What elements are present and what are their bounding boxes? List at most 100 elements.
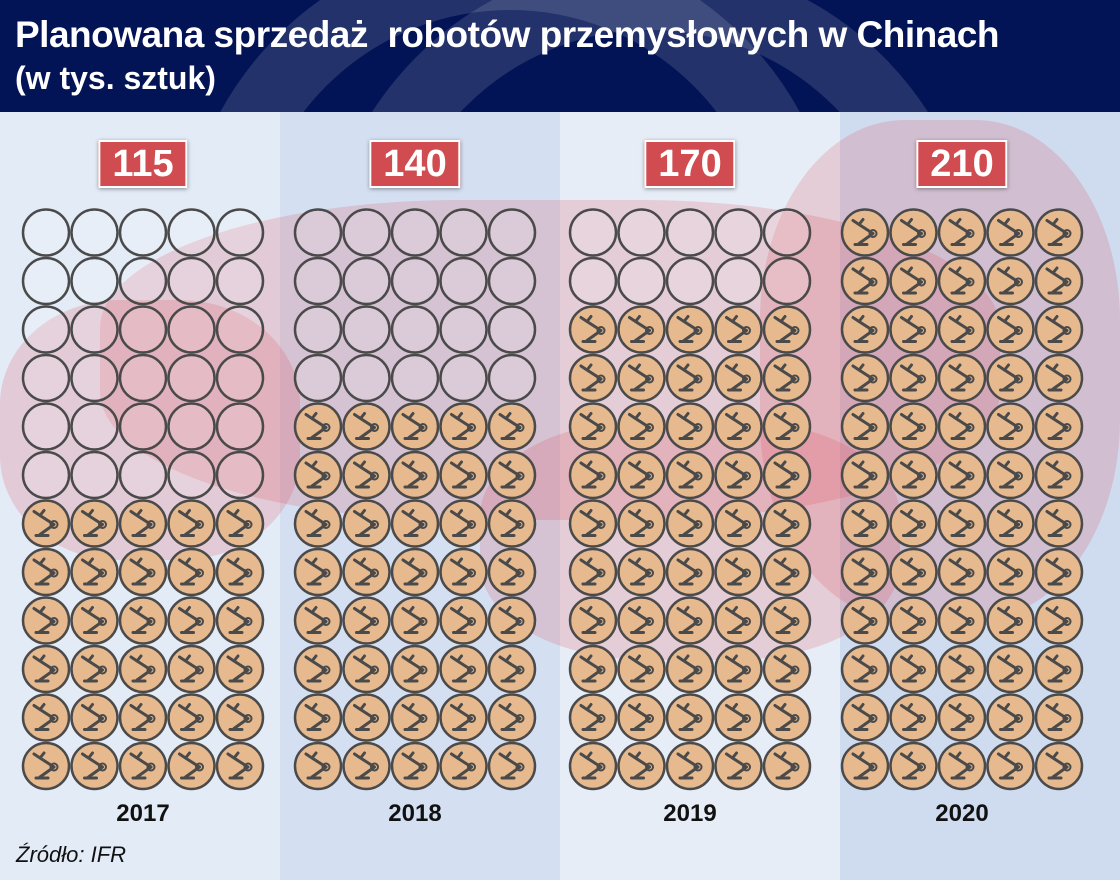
robot-icon bbox=[439, 402, 488, 451]
robot-icon bbox=[617, 402, 666, 451]
robot-icon bbox=[986, 741, 1035, 791]
robot-icon bbox=[986, 402, 1035, 451]
robot-icon bbox=[762, 596, 812, 645]
empty-icon-slot bbox=[70, 208, 119, 257]
robot-icon bbox=[714, 547, 763, 597]
empty-icon-slot bbox=[293, 305, 343, 354]
empty-icon-slot bbox=[118, 305, 168, 354]
robot-icon bbox=[889, 741, 938, 791]
empty-icon-slot bbox=[568, 208, 618, 257]
empty-icon-slot bbox=[762, 208, 812, 257]
robot-icon bbox=[986, 208, 1035, 257]
empty-icon-slot bbox=[342, 208, 391, 257]
robot-icon bbox=[714, 305, 763, 354]
robot-icon bbox=[1034, 450, 1084, 500]
empty-icon-slot bbox=[215, 402, 265, 451]
robot-icon bbox=[762, 547, 812, 597]
robot-icon bbox=[70, 499, 119, 548]
robot-icon bbox=[70, 596, 119, 645]
source-note: Źródło: IFR bbox=[16, 842, 127, 867]
robot-icon bbox=[1034, 596, 1084, 645]
empty-icon-slot bbox=[390, 256, 440, 306]
empty-icon-slot bbox=[487, 256, 537, 306]
robot-icon bbox=[889, 305, 938, 354]
robot-icon bbox=[986, 693, 1035, 742]
robot-icon bbox=[487, 547, 537, 597]
robot-icon bbox=[665, 741, 715, 791]
empty-icon-slot bbox=[21, 450, 71, 500]
robot-icon bbox=[439, 547, 488, 597]
empty-icon-slot bbox=[167, 353, 216, 403]
empty-icon-slot bbox=[70, 402, 119, 451]
robot-icon bbox=[714, 450, 763, 500]
robot-icon bbox=[1034, 693, 1084, 742]
robot-icon bbox=[665, 450, 715, 500]
empty-icon-slot bbox=[21, 353, 71, 403]
robot-icon bbox=[487, 596, 537, 645]
robot-icon bbox=[215, 644, 265, 694]
robot-icon bbox=[840, 450, 890, 500]
robot-icon bbox=[167, 499, 216, 548]
empty-icon-slot bbox=[215, 256, 265, 306]
robot-icon bbox=[840, 741, 890, 791]
robot-icon bbox=[1034, 402, 1084, 451]
robot-icon bbox=[293, 693, 343, 742]
chart-subtitle: (w tys. sztuk) bbox=[15, 60, 216, 96]
robot-icon bbox=[617, 353, 666, 403]
robot-icon bbox=[889, 402, 938, 451]
robot-icon bbox=[439, 450, 488, 500]
robot-icon bbox=[118, 644, 168, 694]
empty-icon-slot bbox=[118, 450, 168, 500]
empty-icon-slot bbox=[167, 305, 216, 354]
robot-icon bbox=[1034, 547, 1084, 597]
robot-icon bbox=[568, 693, 618, 742]
robot-icon bbox=[21, 596, 71, 645]
robot-icon bbox=[714, 693, 763, 742]
robot-icon bbox=[487, 693, 537, 742]
empty-icon-slot bbox=[167, 450, 216, 500]
robot-icon bbox=[439, 741, 488, 791]
robot-icon bbox=[167, 741, 216, 791]
value-label-2020: 210 bbox=[916, 140, 1008, 188]
robot-icon bbox=[762, 741, 812, 791]
robot-icon bbox=[617, 305, 666, 354]
robot-icon bbox=[617, 450, 666, 500]
robot-icon bbox=[568, 353, 618, 403]
robot-icon bbox=[762, 402, 812, 451]
empty-icon-slot bbox=[70, 256, 119, 306]
robot-icon bbox=[568, 305, 618, 354]
robot-icon bbox=[568, 450, 618, 500]
robot-icon bbox=[390, 693, 440, 742]
empty-icon-slot bbox=[390, 208, 440, 257]
robot-icon bbox=[889, 644, 938, 694]
empty-icon-slot bbox=[390, 353, 440, 403]
robot-icon bbox=[293, 741, 343, 791]
robot-icon bbox=[986, 596, 1035, 645]
empty-icon-slot bbox=[215, 450, 265, 500]
empty-icon-slot bbox=[293, 353, 343, 403]
robot-icon bbox=[617, 499, 666, 548]
robot-icon bbox=[762, 644, 812, 694]
robot-icon bbox=[937, 644, 987, 694]
robot-icon bbox=[118, 596, 168, 645]
empty-icon-slot bbox=[617, 208, 666, 257]
robot-icon bbox=[342, 402, 391, 451]
robot-icon bbox=[487, 741, 537, 791]
robot-icon bbox=[568, 547, 618, 597]
robot-icon bbox=[390, 547, 440, 597]
empty-icon-slot bbox=[215, 208, 265, 257]
robot-icon bbox=[70, 547, 119, 597]
robot-icon bbox=[487, 402, 537, 451]
robot-icon bbox=[167, 596, 216, 645]
robot-icon bbox=[840, 402, 890, 451]
robot-icon bbox=[1034, 256, 1084, 306]
robot-icon bbox=[840, 208, 890, 257]
robot-icon bbox=[21, 693, 71, 742]
robot-icon bbox=[762, 353, 812, 403]
robot-icon bbox=[937, 256, 987, 306]
header: Planowana sprzedaż robotów przemysłowych… bbox=[0, 0, 1120, 112]
robot-icon bbox=[617, 596, 666, 645]
empty-icon-slot bbox=[118, 256, 168, 306]
robot-icon bbox=[1034, 208, 1084, 257]
